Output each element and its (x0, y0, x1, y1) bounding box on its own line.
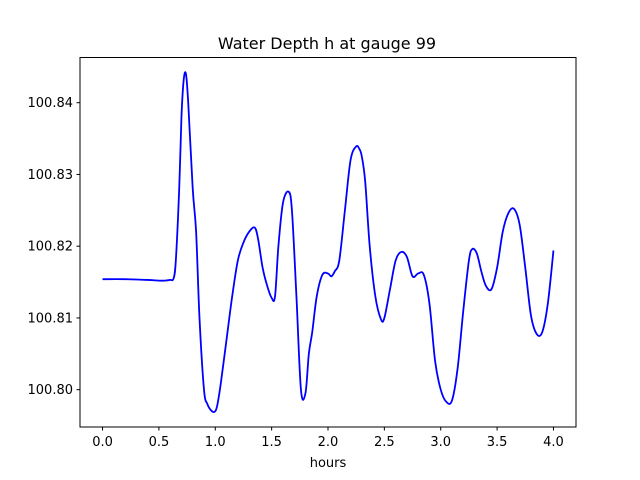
x-tick-label: 1.0 (205, 435, 226, 450)
y-tick-label: 100.84 (28, 96, 74, 111)
x-tick-label: 3.5 (487, 435, 508, 450)
chart-title: Water Depth h at gauge 99 (218, 34, 436, 53)
x-axis: 0.0 0.5 1.0 1.5 2.0 2.5 3.0 3.5 4.0 (92, 427, 564, 450)
plot-frame (79, 57, 577, 428)
y-axis: 100.80 100.81 100.82 100.83 100.84 (28, 96, 80, 398)
x-tick-label: 4.0 (543, 435, 564, 450)
y-tick-label: 100.80 (28, 383, 74, 398)
x-tick-label: 0.5 (149, 435, 170, 450)
x-axis-label: hours (310, 456, 347, 471)
x-tick-label: 2.0 (318, 435, 339, 450)
y-tick-label: 100.81 (28, 311, 74, 326)
y-tick-label: 100.83 (28, 168, 74, 183)
x-tick-label: 2.5 (374, 435, 395, 450)
x-tick-label: 0.0 (92, 435, 113, 450)
x-tick-label: 1.5 (261, 435, 282, 450)
series-group (102, 71, 555, 414)
series-line (102, 71, 555, 414)
y-tick-label: 100.82 (28, 240, 74, 255)
x-tick-label: 3.0 (430, 435, 451, 450)
